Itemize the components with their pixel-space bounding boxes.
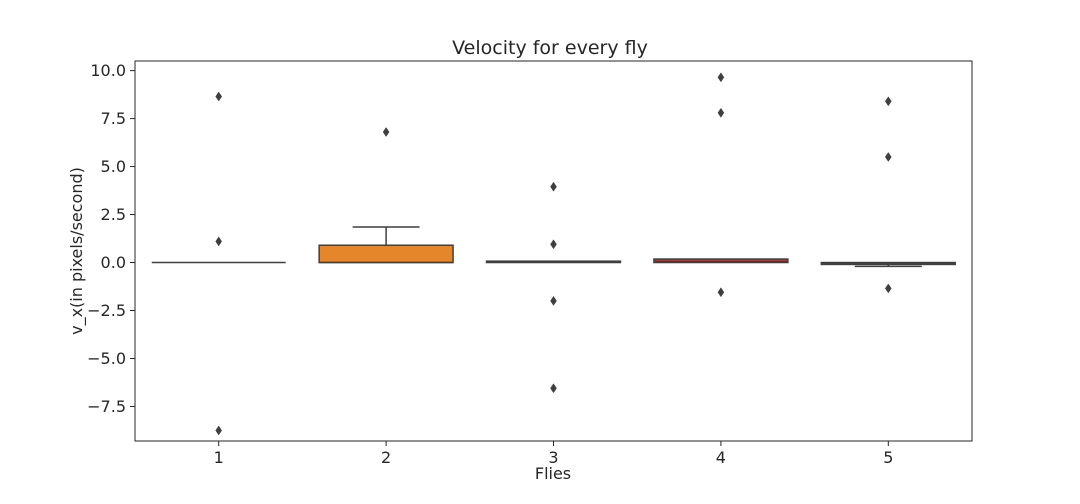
- box-2: [318, 244, 454, 264]
- boxes: [151, 72, 957, 436]
- x-tick-label: 4: [716, 448, 726, 467]
- outlier-point: [717, 72, 725, 83]
- outlier-point: [382, 127, 390, 137]
- box-group-1: [151, 91, 286, 436]
- y-tick-label: 7.5: [101, 109, 126, 128]
- box-group-3: [485, 181, 622, 394]
- y-tick-label: −5.0: [87, 349, 126, 368]
- box-group-5: [820, 96, 957, 294]
- outlier-point: [550, 239, 557, 250]
- outlier-point: [717, 107, 725, 118]
- y-tick-label: −7.5: [87, 397, 126, 416]
- x-axis: 1 2 3 4 5: [214, 441, 893, 467]
- y-axis: 10.0 7.5 5.0 2.5 0.0 −2.5 −5.0 −7.5: [87, 61, 135, 416]
- x-tick-label: 3: [548, 448, 558, 467]
- x-axis-label: Flies: [535, 464, 571, 483]
- y-tick-label: 2.5: [101, 205, 126, 224]
- outlier-point: [550, 181, 557, 192]
- x-tick-label: 1: [214, 448, 224, 467]
- outlier-point: [884, 152, 892, 162]
- outlier-point: [215, 91, 223, 102]
- outlier-point: [884, 96, 892, 107]
- outlier-point: [550, 295, 557, 306]
- box-group-4: [653, 72, 789, 298]
- outlier-point: [215, 425, 223, 436]
- y-tick-label: 0.0: [101, 253, 126, 272]
- outlier-point: [717, 287, 725, 298]
- outlier-point: [215, 236, 223, 247]
- y-tick-label: 5.0: [101, 157, 126, 176]
- y-tick-label: 10.0: [90, 61, 126, 80]
- x-tick-label: 5: [883, 448, 893, 467]
- outlier-point: [884, 283, 892, 294]
- outlier-point: [550, 383, 557, 394]
- box-group-2: [318, 127, 454, 264]
- box-4: [653, 258, 789, 264]
- x-tick-label: 2: [381, 448, 391, 467]
- y-tick-label: −2.5: [87, 301, 126, 320]
- chart-title: Velocity for every fly: [452, 37, 648, 59]
- y-axis-label: v_x(in pixels/second): [67, 167, 87, 335]
